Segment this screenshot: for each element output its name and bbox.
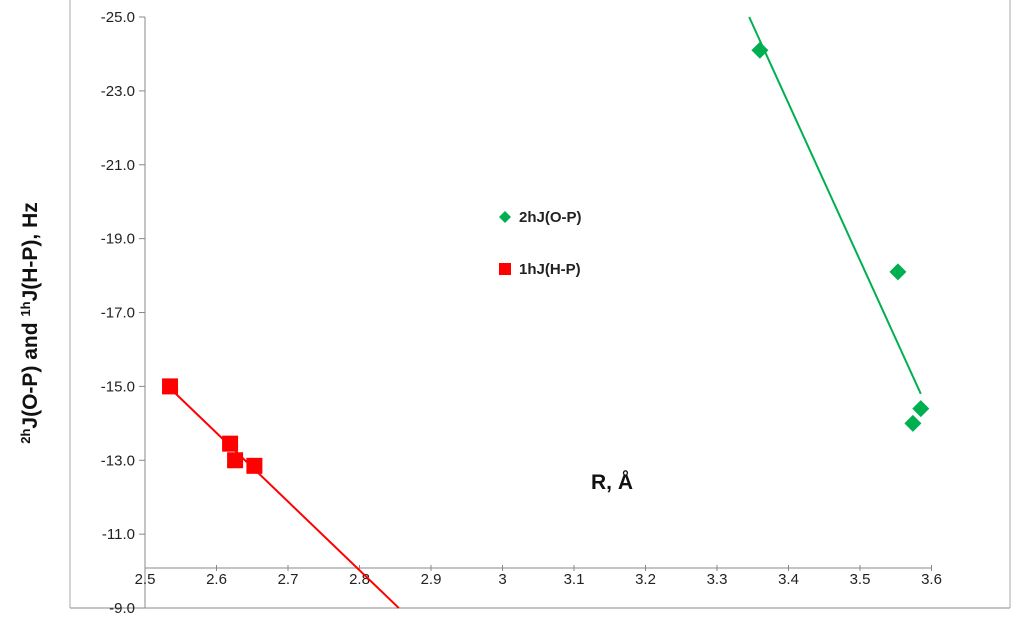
legend: 2hJ(O-P) 1hJ(H-P): [499, 209, 582, 278]
data-point-diamond: [912, 400, 930, 418]
x-tick-label: 3.4: [778, 571, 799, 588]
x-tick-label: 3.2: [635, 571, 656, 588]
y-tick-label: -15.0: [101, 378, 135, 395]
y-tick-label: -9.0: [109, 600, 135, 617]
data-point-square: [222, 435, 239, 452]
data-point-square: [162, 378, 179, 395]
data-point-square: [246, 457, 263, 474]
trendlines: [169, 16, 922, 609]
data-points: [162, 41, 930, 474]
x-tick-label: 2.7: [278, 571, 299, 588]
legend-label: 1hJ(H-P): [519, 261, 581, 278]
x-axis-title: R, Å: [591, 470, 633, 494]
y-tick-label: -25.0: [101, 9, 135, 26]
x-tick-label: 3: [498, 571, 506, 588]
x-axis-ticks: 2.5 2.6 2.7 2.8 2.9 3 3.1 3.2 3.3 3.4 3.5 3.6: [135, 565, 942, 588]
y-axis-title-sup2: 1h: [18, 301, 33, 316]
data-point-diamond: [889, 263, 907, 281]
x-tick-label: 3.1: [564, 571, 585, 588]
x-tick-label: 3.5: [850, 571, 871, 588]
data-point-diamond: [904, 414, 922, 432]
y-axis-title: 2hJ(O-P) and 1hJ(H-P), Hz: [18, 202, 42, 444]
y-tick-label: -17.0: [101, 305, 135, 322]
y-axis-title-part2: J(H-P), Hz: [19, 202, 42, 301]
legend-marker-diamond: [499, 211, 511, 223]
trendline: [169, 387, 400, 609]
x-tick-label: 2.5: [135, 571, 156, 588]
y-axis-title-part1: J(O-P) and: [19, 317, 42, 429]
x-tick-label: 2.8: [349, 571, 370, 588]
x-tick-label: 2.9: [421, 571, 442, 588]
y-tick-label: -19.0: [101, 231, 135, 248]
y-axis-ticks: -25.0 -23.0 -21.0 -19.0 -17.0 -15.0 -13.0 -11.0…: [101, 9, 145, 617]
trendline: [748, 16, 922, 395]
x-tick-label: 3.6: [921, 571, 942, 588]
legend-label: 2hJ(O-P): [519, 209, 582, 226]
data-point-diamond: [751, 41, 769, 59]
x-tick-label: 2.6: [206, 571, 227, 588]
legend-marker-square: [499, 263, 511, 275]
x-tick-label: 3.3: [707, 571, 728, 588]
y-tick-label: -21.0: [101, 157, 135, 174]
y-tick-label: -23.0: [101, 83, 135, 100]
y-tick-label: -13.0: [101, 452, 135, 469]
axes: [69, 0, 1011, 609]
data-point-square: [227, 452, 244, 469]
y-tick-label: -11.0: [102, 526, 135, 543]
y-axis-title-sup1: 2h: [18, 429, 33, 444]
